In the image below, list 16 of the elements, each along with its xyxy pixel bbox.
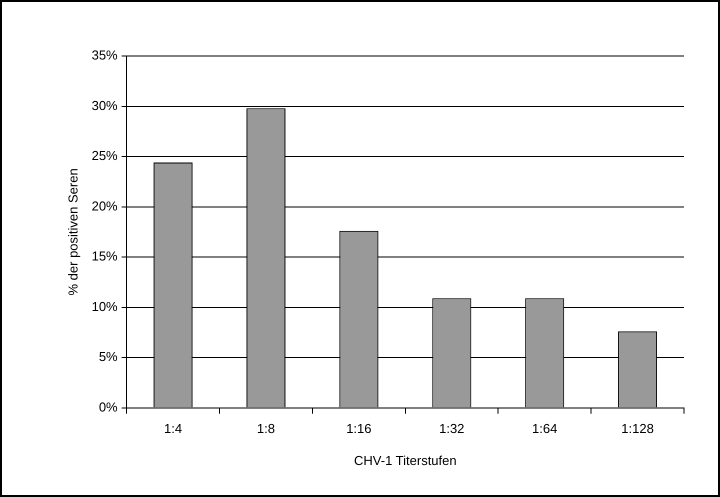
y-tick-label: 35% — [92, 48, 118, 63]
x-axis-title: CHV-1 Titerstufen — [354, 452, 457, 468]
x-tick-label: 1:4 — [164, 421, 182, 436]
y-tick-label: 15% — [92, 248, 118, 264]
y-tick-label: 5% — [98, 349, 118, 364]
y-tick-label: 25% — [92, 148, 118, 164]
y-axis-title: % der positiven Seren — [65, 168, 80, 296]
y-tick-label: 30% — [92, 98, 118, 113]
y-tick-label: 10% — [92, 298, 118, 314]
y-tick-label: 0% — [98, 399, 118, 414]
x-tick-label: 1:32 — [439, 421, 464, 436]
x-tick-label: 1:16 — [346, 421, 372, 436]
x-tick-label: 1:8 — [256, 421, 276, 436]
x-tick-label: 1:128 — [621, 421, 654, 436]
x-tick-label: 1:64 — [532, 421, 558, 436]
y-tick-label: 20% — [92, 198, 118, 214]
